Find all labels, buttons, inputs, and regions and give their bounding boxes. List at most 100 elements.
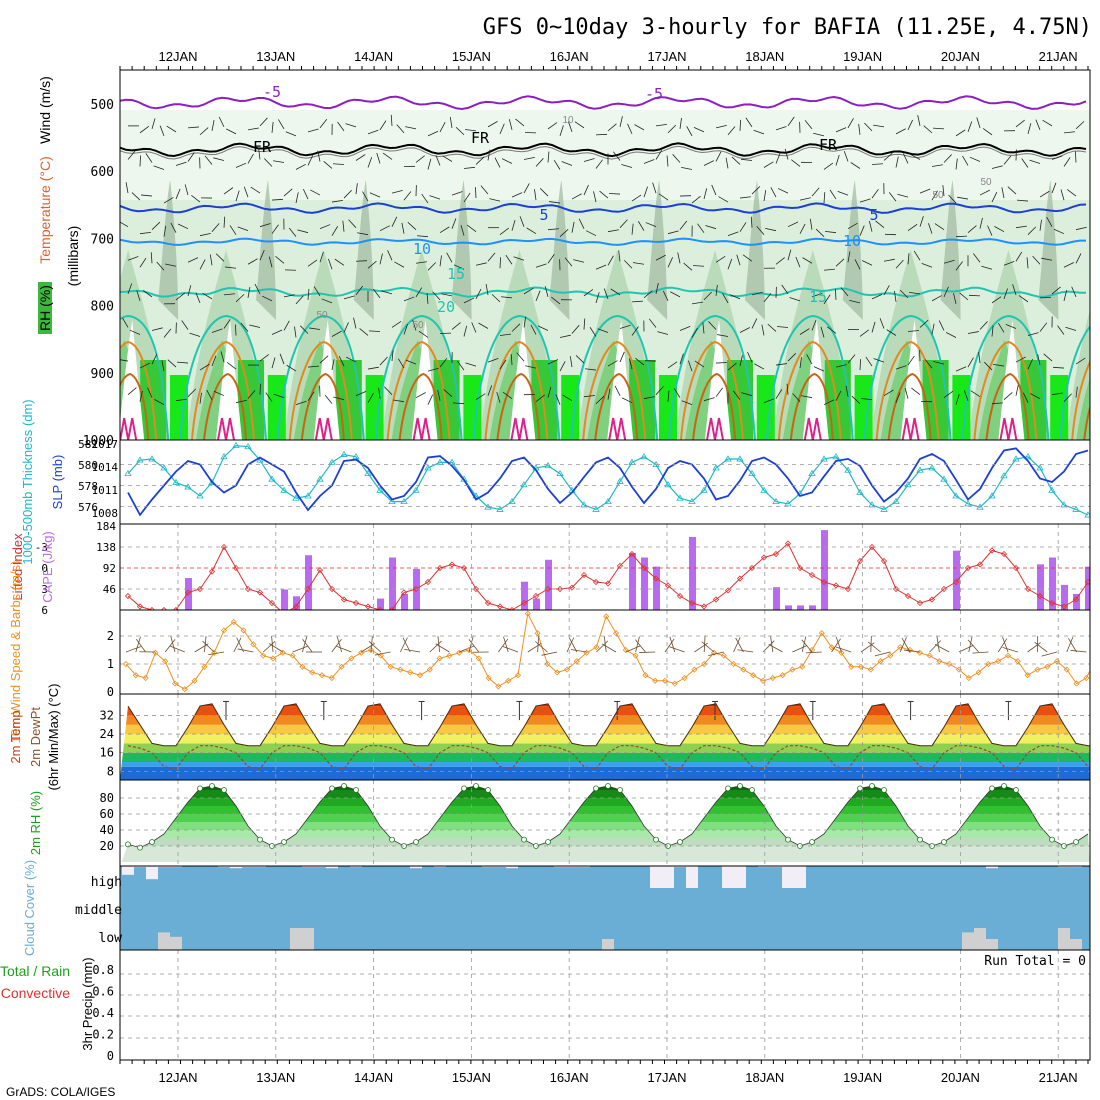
wind-barb: [496, 392, 501, 403]
wind-barb: [703, 397, 715, 402]
wind-barb: [319, 118, 328, 129]
tick-li: 6: [41, 604, 48, 617]
thickness-point: [580, 501, 588, 508]
wind-speed-point: [309, 669, 316, 676]
rh-point: [413, 839, 419, 845]
wind-barb: [480, 185, 489, 195]
wind-barb: [535, 290, 541, 302]
wind-barb: [502, 391, 513, 400]
wind-barb: [913, 250, 921, 261]
wind-barb: [139, 231, 151, 235]
wind-barb: [688, 360, 693, 372]
wind-panel: [122, 610, 1090, 693]
wind-barb: [768, 643, 783, 653]
wind-barb: [319, 251, 324, 263]
wind-barb: [206, 389, 213, 400]
wind-barb: [211, 120, 215, 131]
wind-speed-point: [269, 655, 277, 662]
wind-barb: [854, 259, 861, 270]
wind-barb: [336, 636, 342, 653]
thickness-point: [700, 486, 708, 493]
wind-barb: [223, 216, 226, 228]
wind-barb: [679, 117, 682, 129]
li-point: [460, 564, 468, 572]
wind-barb: [302, 188, 309, 200]
rh-point: [545, 839, 551, 845]
wind-speed-point: [201, 663, 208, 670]
li-point: [496, 603, 504, 610]
wind-barb: [127, 150, 136, 160]
wind-barb: [874, 651, 891, 657]
wind-barb: [562, 394, 573, 402]
wind-barb: [343, 322, 349, 333]
wind-barb: [417, 235, 429, 238]
isotherm-15: [120, 286, 1086, 298]
thickness-point: [256, 456, 264, 463]
tick-thickness: 580: [78, 459, 98, 472]
wind-barb: [338, 356, 345, 367]
wind-barb: [427, 262, 437, 271]
wind-barb: [451, 218, 457, 229]
isotherm-20: [472, 314, 561, 440]
isotherm-30: [1083, 404, 1090, 440]
wind-barb: [835, 646, 852, 653]
wind-barb: [328, 258, 333, 270]
wind-barb: [259, 223, 271, 228]
wind-barb: [727, 126, 736, 136]
wind-barb: [499, 123, 505, 135]
wind-speed-point: [603, 613, 610, 620]
thickness-point: [496, 505, 504, 512]
tick-precip: 0.2: [92, 1028, 114, 1042]
wind-barb: [202, 640, 215, 653]
wind-barb: [607, 123, 617, 132]
wind-barb: [667, 390, 670, 402]
tick-wind: 2: [107, 629, 114, 643]
wind-barb: [151, 354, 158, 365]
wind-barb: [1027, 642, 1041, 653]
wind-barb: [367, 392, 374, 403]
wind-barb: [254, 283, 261, 295]
wind-barb: [686, 126, 693, 137]
wind-barb: [187, 388, 197, 397]
grid-lines: [120, 464, 1090, 1060]
wind-barb: [708, 321, 717, 330]
label-temp-m5: -5: [645, 85, 663, 103]
wind-barb: [353, 317, 357, 329]
thickness-point: [1036, 464, 1044, 471]
wind-barb: [1035, 119, 1041, 131]
wind-barb: [1060, 189, 1065, 201]
wind-barb: [379, 356, 388, 366]
wind-barb: [220, 351, 225, 363]
wind-barb: [987, 225, 993, 236]
thickness-point: [220, 453, 228, 460]
wind-speed-point: [710, 649, 718, 656]
li-point: [484, 599, 492, 607]
wind-barb: [177, 361, 189, 364]
wind-speed-point: [975, 669, 982, 676]
wind-barb: [633, 262, 645, 265]
wind-barb: [770, 187, 777, 198]
label-rh-10: 10: [562, 115, 574, 126]
cape-bar: [653, 566, 660, 610]
label-millibars: (millibars): [65, 226, 81, 287]
wind-barb: [919, 319, 929, 328]
top-date-labels: 12JAN 13JAN 14JAN 15JAN 16JAN 17JAN 18JAN 19JAN…: [158, 49, 1077, 64]
wind-barb: [835, 288, 837, 300]
wind-barb: [539, 188, 549, 197]
rh-dry-slot: [313, 320, 340, 440]
wind-barb: [139, 257, 147, 268]
wind-barb: [547, 254, 555, 264]
wind-barb: [963, 390, 969, 401]
wind-barb: [972, 651, 989, 654]
li-point: [964, 564, 972, 572]
wind-barb: [621, 397, 633, 404]
wind-barb: [595, 133, 608, 136]
rh-high-column: [659, 375, 677, 440]
label-temp-5: 5: [539, 206, 548, 224]
isotherm-25: [288, 340, 353, 440]
wind-barb: [901, 637, 911, 653]
isotherm-30: [985, 372, 1030, 440]
wind-barb: [708, 651, 724, 656]
rh-high-column: [854, 375, 873, 440]
wind-barb: [811, 187, 820, 197]
